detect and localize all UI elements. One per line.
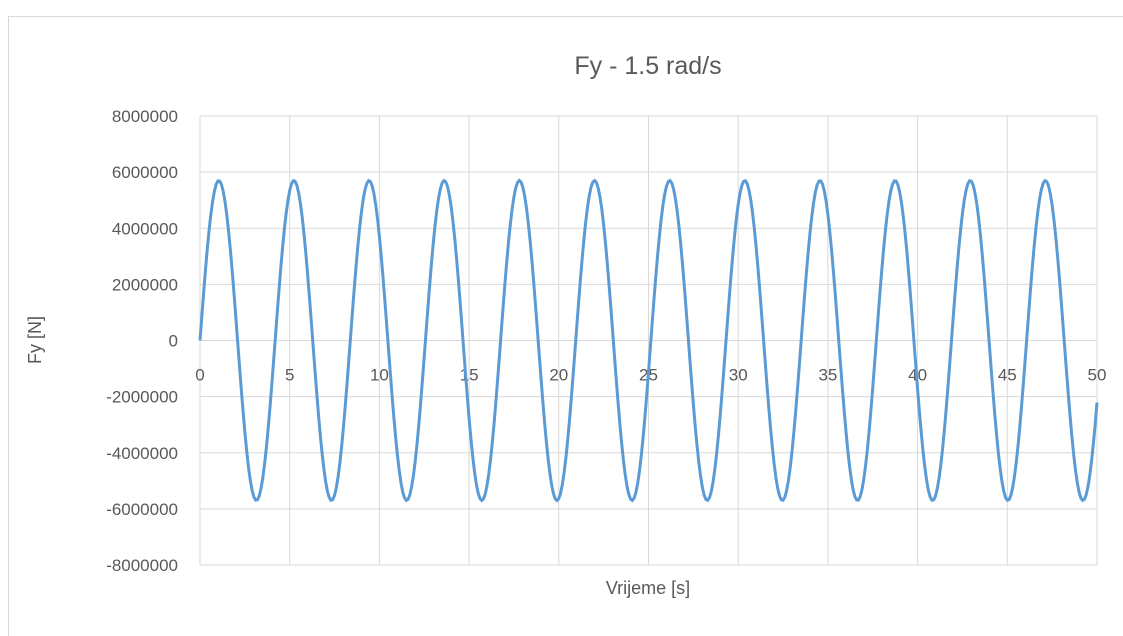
x-tick-label: 5 bbox=[285, 366, 294, 385]
y-tick-label: -2000000 bbox=[106, 388, 178, 407]
y-tick-label: -6000000 bbox=[106, 500, 178, 519]
y-axis-title: Fy [N] bbox=[25, 316, 45, 364]
x-tick-label: 0 bbox=[195, 366, 204, 385]
y-tick-label: -4000000 bbox=[106, 444, 178, 463]
chart-title: Fy - 1.5 rad/s bbox=[574, 52, 721, 80]
x-tick-labels: 0 5 10 15 20 25 30 35 40 45 50 bbox=[195, 366, 1106, 385]
y-tick-label: 8000000 bbox=[112, 107, 178, 126]
y-tick-label: 4000000 bbox=[112, 219, 178, 238]
x-tick-label: 50 bbox=[1088, 366, 1107, 385]
y-tick-label: 2000000 bbox=[112, 275, 178, 294]
x-tick-label: 10 bbox=[370, 366, 389, 385]
y-tick-label: 6000000 bbox=[112, 163, 178, 182]
x-tick-label: 15 bbox=[460, 366, 479, 385]
y-tick-label: 0 bbox=[169, 332, 178, 351]
series-line bbox=[198, 178, 1099, 503]
y-tick-labels: 8000000 6000000 4000000 2000000 0 -2000000 -40… bbox=[106, 107, 178, 575]
y-tick-label: -8000000 bbox=[106, 556, 178, 575]
x-tick-label: 20 bbox=[549, 366, 568, 385]
x-tick-label: 30 bbox=[729, 366, 748, 385]
x-axis-title: Vrijeme [s] bbox=[606, 578, 690, 598]
chart-frame bbox=[8, 16, 1123, 636]
x-tick-label: 35 bbox=[818, 366, 837, 385]
x-tick-label: 45 bbox=[998, 366, 1017, 385]
